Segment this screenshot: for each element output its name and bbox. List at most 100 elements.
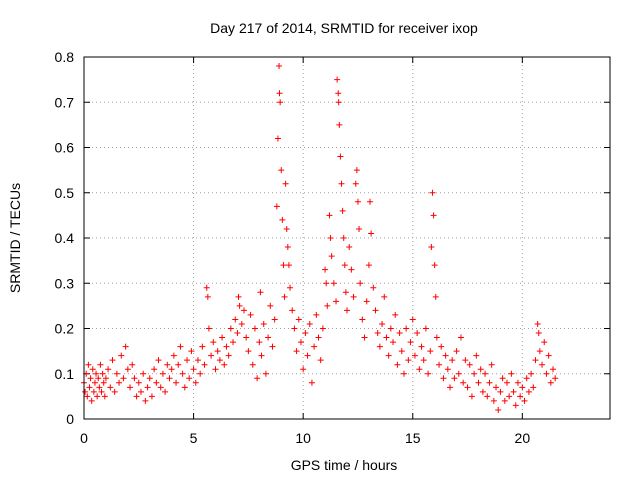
data-point — [363, 298, 370, 305]
data-point — [144, 384, 151, 391]
data-point — [530, 384, 537, 391]
data-point — [367, 198, 374, 205]
data-point — [116, 379, 123, 386]
data-point — [88, 397, 95, 404]
data-point — [473, 352, 480, 359]
data-point — [256, 339, 263, 346]
data-point — [306, 320, 313, 327]
data-point — [350, 293, 357, 300]
data-point — [212, 366, 219, 373]
data-point — [282, 180, 289, 187]
data-point — [365, 262, 372, 269]
data-point — [227, 325, 234, 332]
data-point — [418, 343, 425, 350]
data-point — [536, 348, 543, 355]
data-point — [197, 370, 204, 377]
data-point — [140, 370, 147, 377]
data-point — [508, 370, 515, 377]
data-point — [357, 280, 364, 287]
data-point — [532, 357, 539, 364]
data-point — [181, 384, 188, 391]
data-point — [352, 180, 359, 187]
data-point — [146, 375, 153, 382]
data-point — [131, 375, 138, 382]
data-point — [499, 375, 506, 382]
data-point — [234, 330, 241, 337]
data-point — [295, 316, 302, 323]
data-point — [453, 348, 460, 355]
data-point — [84, 393, 91, 400]
data-point — [354, 198, 361, 205]
data-point — [219, 334, 226, 341]
data-point — [534, 320, 541, 327]
data-point — [151, 366, 158, 373]
plot-frame — [83, 56, 611, 420]
data-point — [374, 330, 381, 337]
data-point — [342, 289, 349, 296]
data-point — [420, 357, 427, 364]
data-point — [457, 334, 464, 341]
data-point — [381, 293, 388, 300]
data-point — [95, 375, 102, 382]
data-point — [431, 262, 438, 269]
data-point — [506, 393, 513, 400]
data-point — [444, 366, 451, 373]
data-point — [436, 361, 443, 368]
data-point — [429, 189, 436, 196]
data-point — [188, 348, 195, 355]
y-tick-label: 0.6 — [55, 140, 75, 156]
data-point — [135, 379, 142, 386]
data-point — [337, 153, 344, 160]
data-point — [269, 343, 276, 350]
data-point — [379, 320, 386, 327]
data-point — [223, 343, 230, 350]
data-point — [186, 375, 193, 382]
data-point — [390, 339, 397, 346]
data-point — [111, 388, 118, 395]
data-point — [166, 375, 173, 382]
data-point — [428, 244, 435, 251]
data-point — [208, 352, 215, 359]
data-point — [361, 334, 368, 341]
data-point — [281, 293, 288, 300]
data-point — [477, 366, 484, 373]
data-point — [541, 339, 548, 346]
data-point — [430, 212, 437, 219]
data-point — [326, 212, 333, 219]
data-point — [254, 375, 261, 382]
data-point — [90, 388, 97, 395]
data-point — [251, 325, 258, 332]
data-point — [155, 357, 162, 364]
data-point — [205, 325, 212, 332]
y-tick-label: 0.7 — [55, 94, 75, 110]
y-tick-label: 0.5 — [55, 185, 75, 201]
data-point — [340, 235, 347, 241]
data-point — [99, 370, 106, 377]
data-point — [260, 320, 267, 327]
data-point — [464, 384, 471, 391]
x-tick-label: 20 — [515, 430, 531, 446]
data-point — [346, 244, 353, 251]
data-point — [323, 280, 330, 287]
data-point — [164, 361, 171, 368]
data-point — [127, 384, 134, 391]
x-tick-label: 5 — [190, 430, 198, 446]
data-point — [523, 375, 530, 382]
data-point — [124, 366, 131, 373]
data-point — [86, 384, 93, 391]
data-point — [267, 302, 274, 309]
data-point — [102, 375, 109, 382]
data-point — [302, 330, 309, 337]
chart-title: Day 217 of 2014, SRMTID for receiver ixo… — [210, 20, 478, 36]
data-point — [460, 379, 467, 386]
data-point — [328, 253, 335, 260]
data-point — [300, 366, 307, 373]
data-point — [214, 348, 221, 355]
data-point — [442, 352, 449, 359]
data-point — [490, 397, 497, 404]
data-point — [322, 266, 329, 273]
data-point — [438, 343, 445, 350]
data-point — [168, 366, 175, 373]
data-point — [409, 316, 416, 323]
